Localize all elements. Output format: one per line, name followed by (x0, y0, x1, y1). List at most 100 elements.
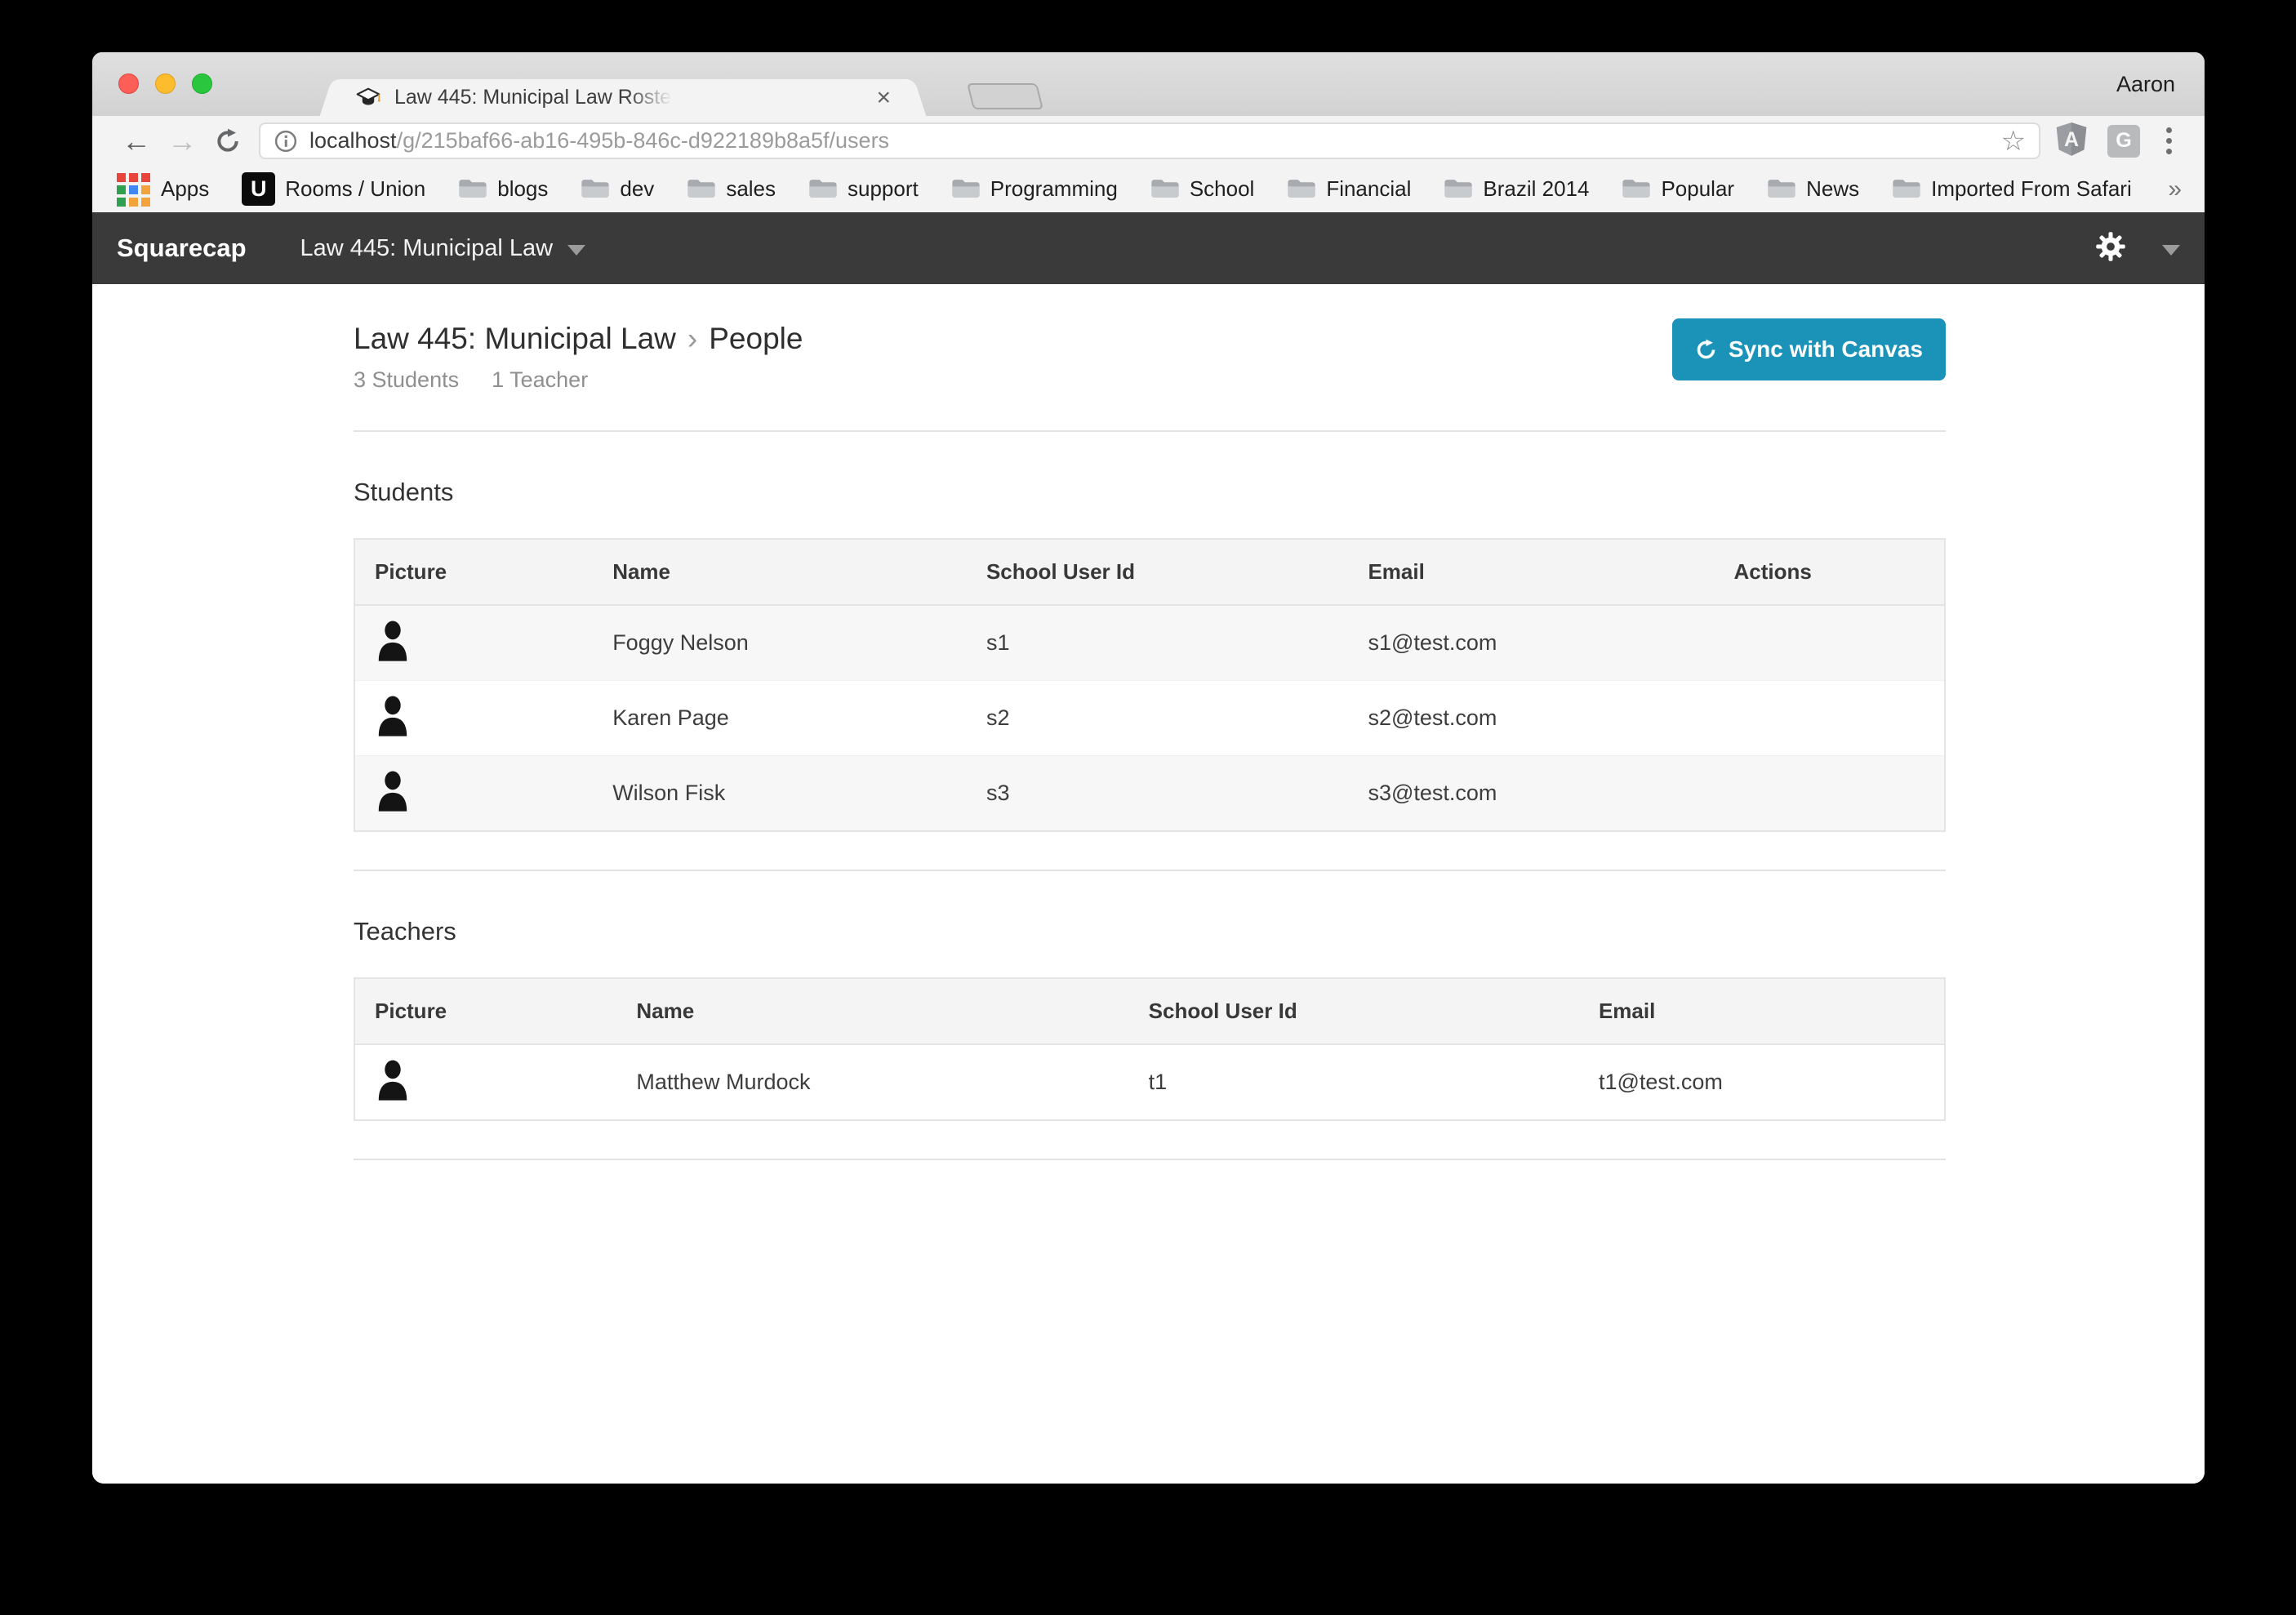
teacher-picture-cell (354, 1043, 617, 1120)
bookmark-item[interactable]: U Popular (1622, 176, 1734, 202)
bookmark-icon: U (1444, 178, 1473, 200)
teacher-id-cell: t1 (1128, 1043, 1579, 1120)
svg-text:A: A (2064, 128, 2079, 151)
address-bar[interactable]: localhost/g/215baf66-ab16-495b-846c-d922… (259, 122, 2040, 159)
bookmark-label: Financial (1326, 176, 1412, 201)
bookmark-icon: U (458, 178, 487, 200)
sync-icon (1695, 339, 1717, 361)
bookmark-item[interactable]: U News (1767, 176, 1859, 202)
column-header-name: Name (593, 539, 967, 606)
bookmark-label: blogs (497, 176, 549, 201)
title-bar: Law 445: Municipal Law Roster × Aaron (92, 52, 2205, 116)
course-selector[interactable]: Law 445: Municipal Law (300, 235, 586, 262)
student-name-cell: Karen Page (593, 680, 967, 756)
bookmark-icon: U (1622, 178, 1651, 200)
bookmarks-overflow-icon[interactable]: » (2168, 175, 2182, 202)
bookmark-icon: U (242, 172, 276, 206)
close-window-button[interactable] (118, 73, 139, 94)
bookmark-item[interactable]: U sales (687, 176, 776, 202)
bookmark-item[interactable]: U Brazil 2014 (1444, 176, 1589, 202)
navbar-right (2095, 231, 2180, 266)
browser-profile-name[interactable]: Aaron (2116, 72, 2175, 96)
bookmark-icon: U (1287, 178, 1316, 200)
url-path: /g/215baf66-ab16-495b-846c-d922189b8a5f/… (396, 128, 890, 153)
student-count: 3 Students (354, 367, 460, 392)
column-header-email: Email (1578, 978, 1945, 1045)
bookmark-icon: U (115, 171, 151, 207)
bookmark-label: Programming (990, 176, 1118, 201)
breadcrumb-course[interactable]: Law 445: Municipal Law (354, 322, 676, 355)
bookmark-item[interactable]: U Imported From Safari (1892, 176, 2132, 202)
bookmark-label: dev (620, 176, 655, 201)
new-tab-button[interactable] (967, 83, 1043, 109)
bookmark-item[interactable]: U support (808, 176, 919, 202)
tab-close-icon[interactable]: × (876, 83, 891, 111)
bookmark-label: sales (726, 176, 776, 201)
student-picture-cell (354, 755, 594, 831)
student-id-cell: s1 (966, 604, 1349, 681)
app-navbar: Squarecap Law 445: Municipal Law (92, 212, 2205, 284)
divider (354, 1159, 1946, 1160)
roster-counts: 3 Students 1 Teacher (354, 367, 1946, 393)
bookmark-star-icon[interactable]: ☆ (2000, 125, 2026, 157)
column-header-school-user-id: School User Id (1128, 978, 1579, 1045)
bookmarks-bar: U Apps U (92, 166, 2205, 212)
breadcrumb-current: People (709, 322, 803, 355)
browser-window: Law 445: Municipal Law Roster × Aaron ← … (92, 52, 2205, 1484)
bookmark-item[interactable]: U Financial (1287, 176, 1411, 202)
student-actions-cell (1714, 680, 1945, 756)
chevron-down-icon (567, 244, 586, 256)
bookmark-icon: U (687, 178, 716, 200)
bookmark-label: support (848, 176, 919, 201)
bookmark-item[interactable]: U Rooms / Union (242, 172, 425, 206)
course-selector-label: Law 445: Municipal Law (300, 234, 554, 261)
bookmark-icon: U (1892, 178, 1921, 200)
page-content: Law 445: Municipal Law › People 3 Students… (92, 284, 2205, 1484)
bookmark-icon: U (951, 178, 981, 200)
students-table: Picture Name School User Id Email Action… (354, 538, 1946, 832)
bookmark-item[interactable]: U School (1150, 176, 1254, 202)
forward-icon: → (167, 123, 197, 158)
bookmark-item[interactable]: U blogs (458, 176, 548, 202)
url-host: localhost (309, 128, 397, 153)
extension-icons: A G (2055, 121, 2178, 161)
zoom-window-button[interactable] (192, 73, 212, 94)
bookmark-item[interactable]: U Apps (115, 171, 209, 207)
squarecap-favicon-icon (355, 85, 381, 111)
breadcrumb-separator: › (687, 322, 698, 355)
user-silhouette-icon (378, 696, 407, 736)
teachers-table: Picture Name School User Id Email (354, 977, 1946, 1121)
bookmark-item[interactable]: U Programming (951, 176, 1118, 202)
student-picture-cell (354, 604, 594, 681)
bookmarks-list: U Apps U (115, 171, 2151, 207)
column-header-picture: Picture (354, 978, 617, 1045)
reload-icon[interactable] (205, 128, 251, 154)
url-text: localhost/g/215baf66-ab16-495b-846c-d922… (309, 128, 889, 153)
angular-extension-icon[interactable]: A (2055, 121, 2088, 161)
teacher-row: Matthew Murdock t1 t1@test.com (354, 1043, 1945, 1120)
divider (354, 870, 1946, 871)
tab-title: Law 445: Municipal Law Roster (394, 86, 679, 109)
sync-with-canvas-button[interactable]: Sync with Canvas (1671, 318, 1946, 380)
student-email-cell: s1@test.com (1348, 604, 1715, 681)
user-menu-chevron-icon[interactable] (2162, 244, 2180, 256)
browser-tab[interactable]: Law 445: Municipal Law Roster × (337, 79, 909, 116)
column-header-picture: Picture (354, 539, 594, 606)
teachers-heading: Teachers (354, 917, 456, 945)
settings-gear-icon[interactable] (2095, 231, 2126, 266)
bookmark-item[interactable]: U dev (581, 176, 654, 202)
traffic-lights (118, 73, 212, 94)
user-silhouette-icon (378, 621, 407, 661)
bookmark-icon: U (1150, 178, 1180, 200)
page-info-icon[interactable] (274, 129, 298, 153)
bookmark-label: Rooms / Union (285, 176, 426, 201)
minimize-window-button[interactable] (155, 73, 176, 94)
column-header-email: Email (1348, 539, 1715, 606)
g-extension-icon[interactable]: G (2107, 124, 2140, 158)
app-brand[interactable]: Squarecap (117, 234, 247, 262)
back-icon[interactable]: ← (122, 123, 151, 158)
student-email-cell: s3@test.com (1348, 755, 1715, 831)
browser-menu-icon[interactable] (2160, 127, 2178, 154)
bookmark-label: Imported From Safari (1931, 176, 2132, 201)
student-picture-cell (354, 680, 594, 756)
